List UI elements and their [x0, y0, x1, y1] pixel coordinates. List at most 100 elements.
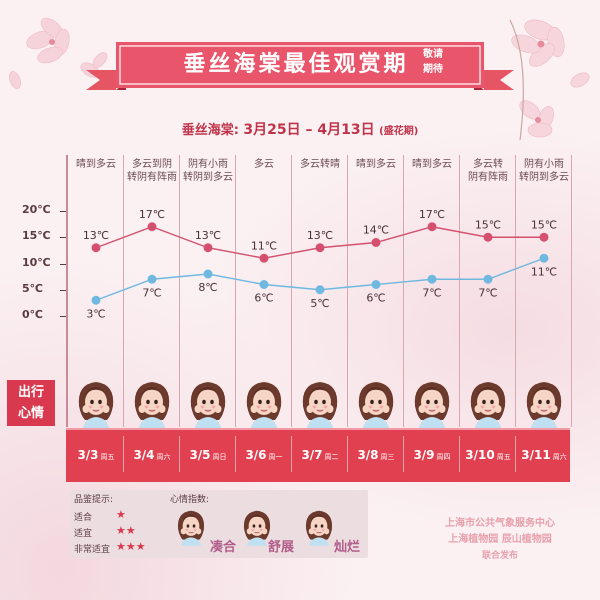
bloom-period: 垂丝海棠: 3月25日 – 4月13日 (盛花期)	[0, 119, 600, 139]
low-temp-label: 6℃	[254, 292, 273, 305]
date-separator	[235, 436, 236, 472]
high-temp-label: 13℃	[307, 229, 333, 242]
mood-avatar	[407, 376, 457, 428]
weather-text: 转阴到多云	[183, 172, 233, 183]
mood-word-3: 灿烂	[334, 540, 361, 555]
low-temp-point	[315, 285, 325, 295]
mood-avatar	[127, 376, 177, 428]
weather-text: 晴到多云	[356, 159, 396, 170]
rating-stars-2: ★★	[116, 524, 136, 537]
date-cell: 3/7 周二	[292, 436, 348, 472]
weather-forecast: 多云到阴 转阴有阵雨	[124, 158, 180, 184]
weather-text: 转阴有阵雨	[127, 172, 177, 183]
bloom-period-prefix: 垂丝海棠:	[181, 123, 239, 138]
date-cell: 3/8 周三	[348, 436, 404, 472]
mood-label-line-1: 出行	[17, 385, 44, 400]
low-temp-label: 7℃	[422, 286, 441, 299]
column-divider	[179, 155, 180, 427]
low-temp-label: 3℃	[86, 307, 105, 320]
weather-forecast: 阴有小雨 转阴到多云	[516, 158, 572, 184]
high-temp-point	[91, 243, 101, 253]
date-label: 3/9	[413, 448, 435, 462]
y-tick-label: 5℃	[22, 281, 43, 295]
y-tick-label: 15℃	[22, 229, 51, 243]
weekday-label: 周三	[380, 453, 395, 461]
mood-avatar	[71, 376, 121, 428]
date-label: 3/5	[189, 448, 211, 462]
low-temp-label: 7℃	[478, 286, 497, 299]
low-temp-label: 11℃	[531, 265, 557, 278]
y-tick-label: 0℃	[22, 308, 43, 321]
date-label: 3/10	[465, 448, 495, 462]
weather-forecast: 多云转 阴有阵雨	[460, 158, 516, 184]
y-tick-mark	[60, 316, 66, 317]
high-temp-point	[259, 253, 269, 263]
title-ribbon: 垂丝海棠最佳观赏期 敬请 期待	[86, 30, 514, 110]
high-temp-label: 13℃	[83, 229, 109, 242]
weather-forecast: 晴到多云	[68, 158, 124, 171]
date-cell: 3/4 周六	[124, 436, 180, 472]
column-divider	[515, 155, 516, 427]
low-temp-point	[259, 280, 269, 289]
chart-left-border	[66, 155, 68, 427]
low-temp-point	[147, 274, 157, 284]
weekday-label: 周六	[156, 453, 171, 461]
rating-label-2: 适宜	[74, 529, 93, 539]
date-label: 3/8	[357, 448, 379, 462]
page-title: 垂丝海棠最佳观赏期	[183, 52, 409, 77]
weather-forecast: 多云	[236, 158, 292, 171]
high-temp-point	[315, 243, 325, 253]
column-divider	[459, 155, 460, 427]
y-tick-mark	[60, 237, 66, 239]
mood-avatar	[463, 376, 513, 428]
mood-word-2: 舒展	[268, 540, 295, 555]
weekday-label: 周五	[100, 453, 115, 461]
mood-avatar	[239, 376, 289, 428]
y-tick-mark	[60, 211, 66, 212]
weather-text: 多云到阴	[132, 159, 172, 170]
high-temp-label: 13℃	[195, 229, 221, 242]
weather-text: 转阴到多云	[519, 172, 569, 183]
mood-avatar	[295, 376, 345, 428]
y-tick-mark	[60, 263, 66, 265]
legend-mood-avatar	[238, 505, 276, 551]
date-cell: 3/11 周六	[516, 436, 572, 472]
rating-label-1: 适合	[74, 513, 93, 523]
date-cell: 3/6 周一	[236, 436, 292, 472]
low-temp-point	[371, 280, 381, 289]
date-separator	[123, 436, 124, 472]
date-cell: 3/10 周五	[460, 436, 516, 472]
y-tick-mark	[60, 289, 66, 291]
bloom-period-suffix: (盛花期)	[379, 126, 419, 137]
date-separator	[403, 436, 404, 472]
weekday-label: 周四	[436, 453, 451, 461]
y-tick-label: 10℃	[22, 255, 51, 269]
date-label: 3/3	[77, 448, 99, 462]
high-temp-label: 15℃	[531, 218, 557, 231]
weather-text: 多云转晴	[300, 159, 340, 170]
date-separator	[515, 436, 516, 472]
credit-line-3: 联合发布	[481, 551, 518, 561]
title-tag: 敬请 期待	[420, 47, 446, 77]
high-temp-point	[483, 232, 493, 242]
weather-forecast: 晴到多云	[404, 158, 460, 171]
weather-text: 阴有小雨	[188, 159, 228, 170]
high-temp-label: 17℃	[139, 208, 165, 221]
low-temp-point	[91, 295, 101, 305]
column-divider	[235, 155, 236, 427]
high-temp-point	[427, 222, 437, 232]
weather-text: 多云转	[473, 159, 503, 170]
date-label: 3/6	[245, 448, 267, 462]
date-label: 3/11	[521, 448, 551, 462]
column-divider	[403, 155, 404, 427]
mood-avatar	[183, 376, 233, 428]
weekday-label: 周六	[552, 453, 567, 461]
low-temp-point	[483, 274, 493, 284]
rating-legend-title: 品鉴提示:	[74, 495, 114, 505]
date-separator	[347, 436, 348, 472]
weekday-label: 周二	[324, 453, 339, 461]
high-temp-point	[539, 232, 549, 242]
weekday-label: 周一	[268, 453, 283, 461]
date-strip	[66, 428, 570, 482]
